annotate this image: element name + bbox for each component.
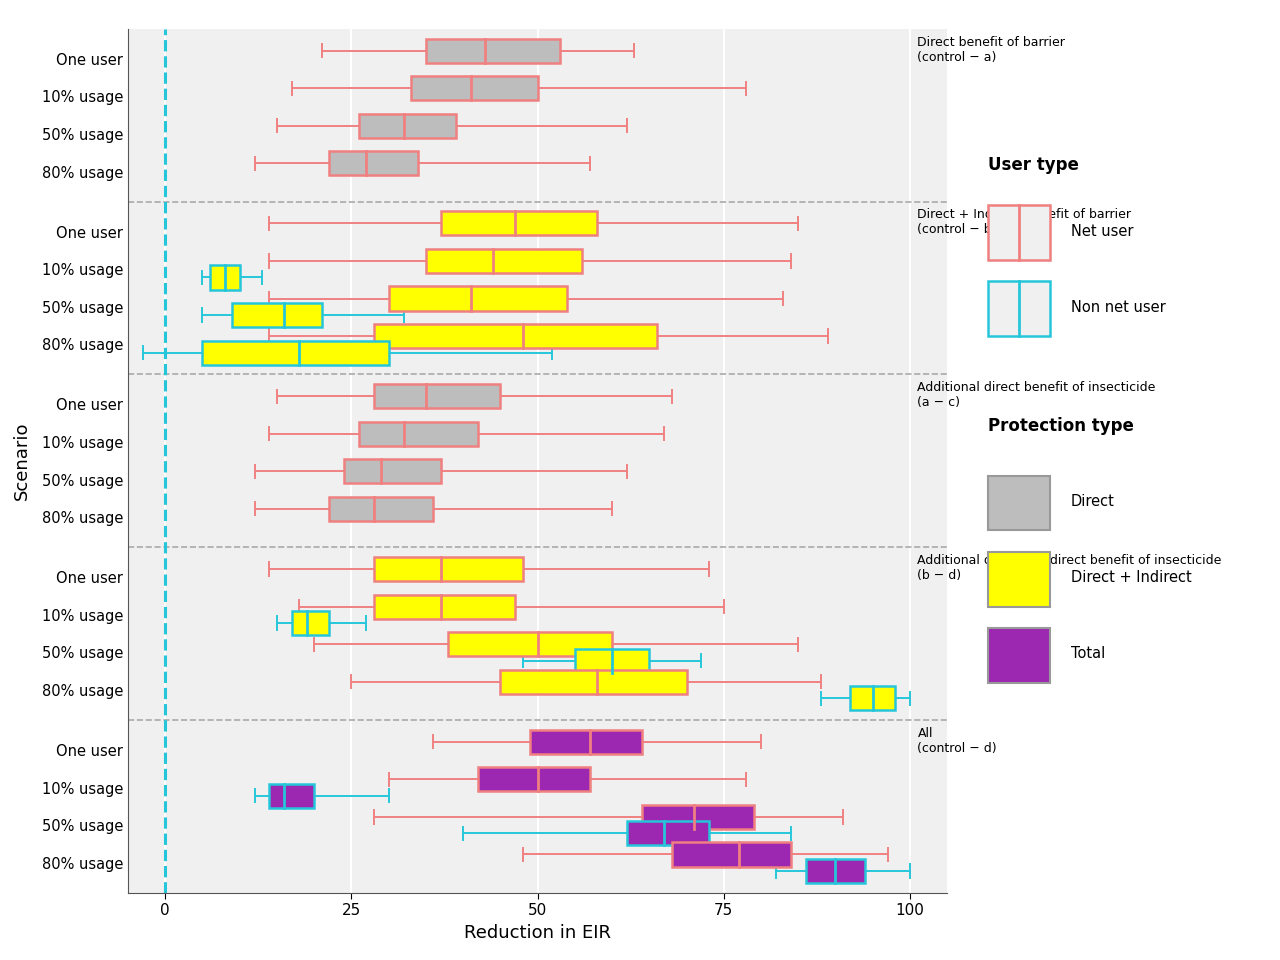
Bar [374,594,516,618]
Bar [500,670,686,694]
Text: Total: Total [1071,646,1106,660]
Bar [805,859,865,883]
Bar [374,557,522,581]
Bar [292,612,329,636]
Text: Additional direct benefit of insecticide
(a − c): Additional direct benefit of insecticide… [918,381,1156,409]
Bar [988,281,1050,336]
Bar [270,784,314,808]
Bar [358,421,477,445]
Bar [202,341,389,365]
Y-axis label: Scenario: Scenario [13,421,31,500]
Bar [358,113,456,137]
Bar [210,266,239,290]
Text: Additional direct + indirect benefit of insecticide
(b − d): Additional direct + indirect benefit of … [918,554,1222,582]
Bar [374,324,657,348]
Text: Direct + Indirect: Direct + Indirect [1071,570,1192,585]
Text: Direct benefit of barrier
(control − a): Direct benefit of barrier (control − a) [918,36,1065,63]
Text: All
(control − d): All (control − d) [918,727,997,755]
Bar [329,152,419,176]
Bar [530,730,641,754]
Text: Non net user: Non net user [1071,300,1166,315]
Bar [232,303,321,327]
Bar [988,552,1050,607]
Bar [344,459,440,483]
Bar [448,632,612,656]
Bar [575,649,649,673]
Bar [627,822,709,846]
Bar [988,205,1050,260]
Bar [440,211,598,235]
Text: Protection type: Protection type [988,418,1134,436]
Text: User type: User type [988,156,1079,174]
Text: Direct: Direct [1071,493,1115,509]
Bar [850,686,895,710]
Bar [641,804,754,828]
Bar [389,286,567,310]
Bar [672,843,791,867]
X-axis label: Reduction in EIR: Reduction in EIR [465,924,611,942]
Bar [988,628,1050,683]
Bar [477,767,590,791]
Bar [988,475,1050,531]
Bar [411,76,538,100]
Text: Direct + Indirect benefit of barrier
(control − b): Direct + Indirect benefit of barrier (co… [918,208,1132,236]
Text: Net user: Net user [1071,224,1134,238]
Bar [374,384,500,408]
Bar [426,38,559,62]
Bar [329,497,434,521]
Bar [426,249,582,273]
